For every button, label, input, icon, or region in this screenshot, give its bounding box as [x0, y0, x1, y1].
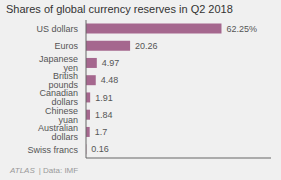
- svg-text:4.48: 4.48: [101, 75, 119, 85]
- svg-text:1.84: 1.84: [95, 110, 113, 120]
- svg-text:Canadiandollars: Canadiandollars: [39, 88, 78, 107]
- html-text:ATLAS | Data: IMF: ATLAS | Data: IMF: [10, 166, 79, 175]
- svg-text:Britishpounds: Britishpounds: [48, 71, 78, 90]
- svg-text:Swiss francs: Swiss francs: [27, 145, 78, 155]
- svg-text:US dollars: US dollars: [36, 24, 78, 34]
- svg-text:20.26: 20.26: [135, 41, 158, 51]
- svg-text:Australiandollars: Australiandollars: [38, 123, 79, 142]
- svg-text:Chineseyuan: Chineseyuan: [45, 106, 78, 125]
- svg-text:Japaneseyen: Japaneseyen: [39, 54, 78, 73]
- svg-text:4.97: 4.97: [102, 58, 120, 68]
- svg-text:0.16: 0.16: [91, 144, 109, 154]
- svg-text:Euros: Euros: [54, 41, 78, 51]
- svg-text:1.7: 1.7: [95, 127, 108, 137]
- svg-text:1.91: 1.91: [95, 93, 113, 103]
- svg-text:62.25%: 62.25%: [226, 24, 257, 34]
- html-text:Shares of global currency rese: Shares of global currency reserves in Q2…: [6, 3, 233, 15]
